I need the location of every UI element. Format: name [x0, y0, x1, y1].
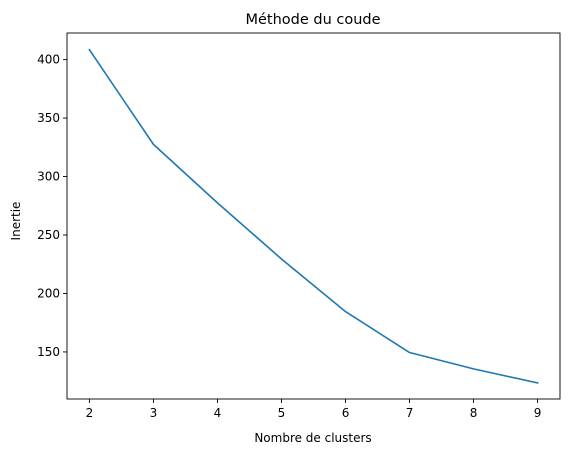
x-tick-label: 7: [406, 406, 414, 420]
x-tick-label: 9: [534, 406, 542, 420]
x-tick-label: 8: [470, 406, 478, 420]
x-tick-label: 2: [86, 406, 94, 420]
y-tick-label: 400: [37, 53, 60, 67]
series-line-0: [88, 48, 539, 384]
x-axis-label: Nombre de clusters: [254, 431, 371, 445]
x-axis-ticks: 2 3 4 5 6 7 8 9: [86, 399, 542, 420]
y-tick-label: 200: [37, 286, 60, 300]
y-axis-label: Inertie: [9, 202, 23, 241]
plot-area: [66, 32, 561, 400]
y-tick-label: 350: [37, 111, 60, 125]
y-axis-ticks: 150 200 250 300 350 400: [37, 53, 67, 359]
y-tick-label: 300: [37, 170, 60, 184]
x-tick-label: 5: [278, 406, 286, 420]
plot-frame: [66, 32, 561, 400]
y-tick-label: 150: [37, 345, 60, 359]
x-tick-label: 6: [342, 406, 350, 420]
x-tick-label: 4: [214, 406, 222, 420]
x-tick-label: 3: [150, 406, 158, 420]
y-tick-label: 250: [37, 228, 60, 242]
chart-title: Méthode du coude: [245, 12, 380, 28]
